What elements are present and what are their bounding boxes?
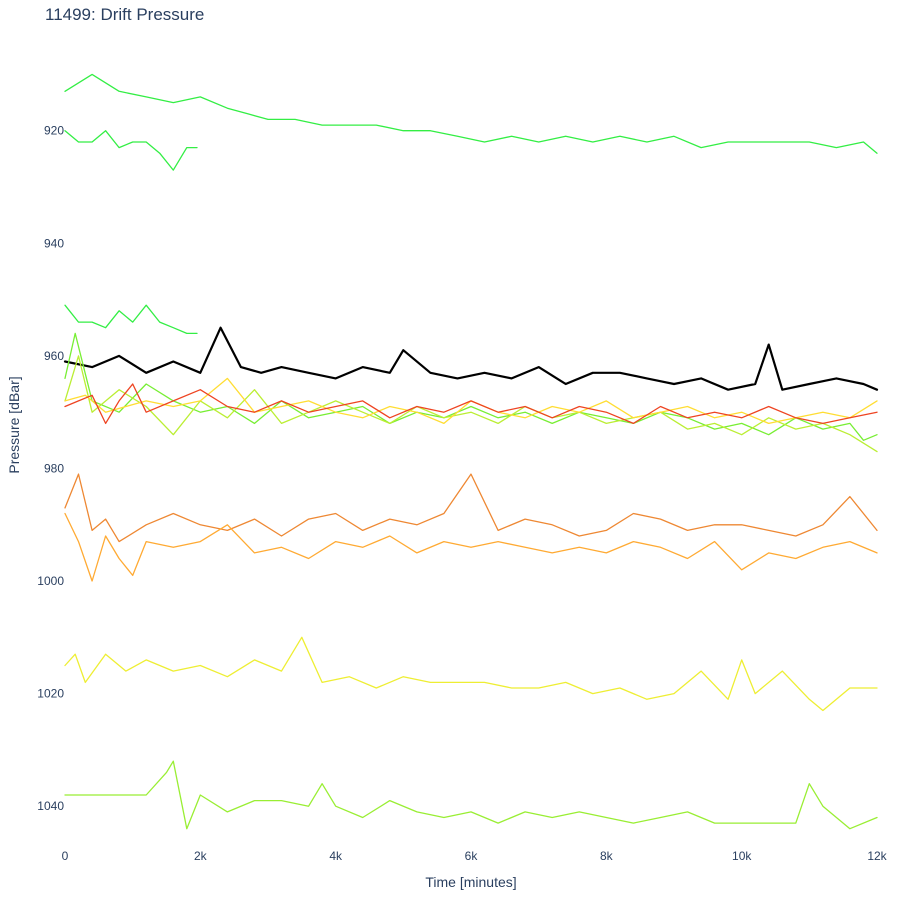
x-tick-label: 12k	[867, 849, 887, 863]
y-axis-ticks: 920 940 960 980 1000 1020 1040	[37, 124, 64, 814]
x-axis-title: Time [minutes]	[425, 874, 516, 890]
y-tick-label: 940	[44, 236, 64, 250]
series-line-green-1040	[64, 760, 878, 830]
series-line-green-short-920	[64, 130, 198, 171]
series-line-green-top	[64, 73, 878, 154]
series-line-yellow-green-mid	[64, 355, 878, 453]
series-line-orange-upper	[64, 473, 878, 543]
series-line-yellow-mid	[64, 377, 878, 425]
x-tick-label: 8k	[600, 849, 614, 863]
y-axis-title: Pressure [dBar]	[6, 376, 22, 473]
x-tick-label: 0	[62, 849, 69, 863]
series-line-yellow-1020	[64, 636, 878, 712]
y-tick-label: 980	[44, 462, 64, 476]
series-line-red-mid	[64, 383, 878, 425]
series-line-black-main	[63, 326, 879, 391]
x-tick-label: 4k	[329, 849, 343, 863]
x-axis-ticks: 0 2k 4k 6k 8k 10k 12k	[62, 849, 888, 863]
chart-title: 11499: Drift Pressure	[45, 5, 204, 24]
x-tick-label: 10k	[732, 849, 752, 863]
x-tick-label: 2k	[194, 849, 208, 863]
series-group	[63, 73, 879, 830]
x-tick-label: 6k	[465, 849, 479, 863]
series-line-green-short-952	[64, 304, 198, 335]
y-tick-label: 1000	[37, 574, 64, 588]
y-tick-label: 1040	[37, 799, 64, 813]
series-line-orange-lower	[64, 512, 878, 582]
y-tick-label: 920	[44, 124, 64, 138]
y-tick-label: 1020	[37, 687, 64, 701]
y-tick-label: 960	[44, 349, 64, 363]
